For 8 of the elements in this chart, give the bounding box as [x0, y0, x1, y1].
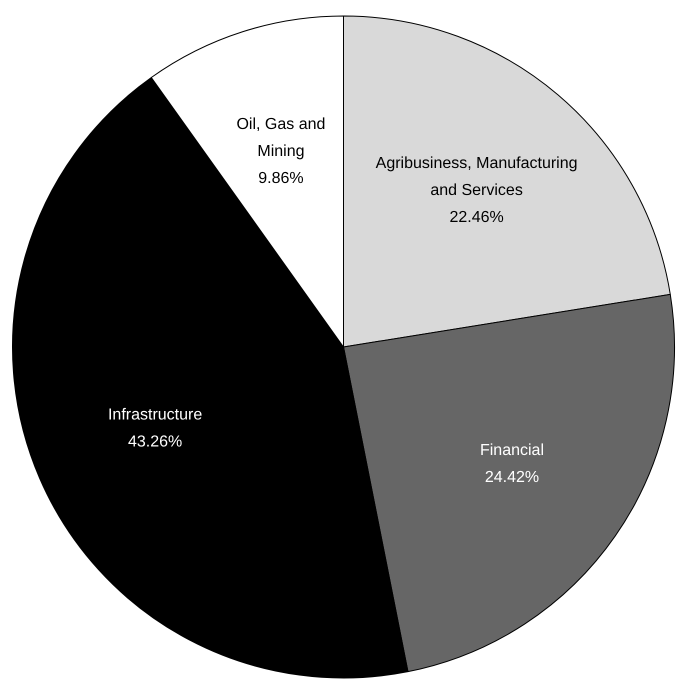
slice-label: Financial — [480, 442, 544, 460]
slice-label: Oil, Gas and Mining — [236, 116, 326, 160]
data-label: 22.46% — [449, 209, 504, 226]
data-label: 9.86% — [258, 170, 304, 187]
slice-label: Agribusiness, Manufacturing and Services — [376, 155, 578, 200]
slice-label: Infrastructure — [108, 406, 202, 424]
data-label: 43.26% — [128, 433, 182, 450]
data-label: 24.42% — [484, 469, 540, 486]
